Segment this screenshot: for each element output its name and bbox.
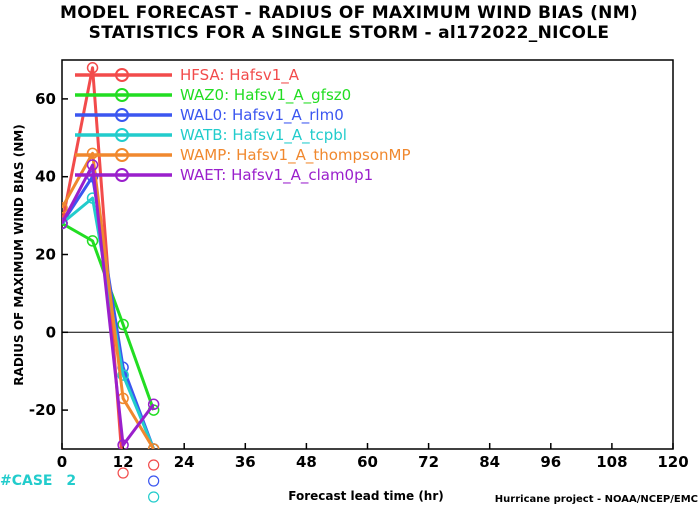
credit-text: Hurricane project - NOAA/NCEP/EMC (495, 494, 698, 505)
legend-item-waz0: WAZ0: Hafsv1_A_gfsz0 (75, 86, 351, 105)
case-marker (148, 459, 160, 471)
case-count-value: 2 (66, 473, 76, 489)
x-tick-label: 120 (657, 453, 688, 471)
x-tick-label: 72 (418, 453, 439, 471)
legend-item-waet: WAET: Hafsv1_A_clam0p1 (75, 166, 373, 185)
chart-title: MODEL FORECAST - RADIUS OF MAXIMUM WIND … (60, 3, 638, 23)
x-tick-label: 24 (174, 453, 195, 471)
x-tick-label: 36 (235, 453, 256, 471)
data-point (86, 62, 99, 74)
data-point (86, 159, 99, 171)
x-tick-label: 48 (296, 453, 317, 471)
legend-label: WAET: Hafsv1_A_clam0p1 (180, 166, 373, 185)
x-tick-label: 108 (596, 453, 627, 471)
data-point (117, 369, 129, 381)
legend-swatch-marker (115, 88, 129, 102)
x-tick-label: 84 (479, 453, 500, 471)
legend-label: WAMP: Hafsv1_A_thompsonMP (180, 146, 411, 165)
legend-item-hfsa: HFSA: Hafsv1_A (75, 66, 300, 85)
data-point (117, 439, 129, 449)
legend-item-wal0: WAL0: Hafsv1_A_rlm0 (75, 106, 344, 125)
legend-label: WATB: Hafsv1_A_tcpbl (180, 126, 347, 145)
legend-swatch-marker (115, 128, 129, 142)
legend-swatch-marker (115, 148, 129, 162)
series-waet (62, 159, 160, 449)
x-axis-label: Forecast lead time (hr) (288, 489, 444, 503)
y-tick-label: 40 (35, 168, 56, 186)
legend-label: WAZ0: Hafsv1_A_gfsz0 (180, 86, 351, 105)
case-marker (148, 491, 160, 503)
y-tick-label: 60 (35, 90, 56, 108)
legend-item-watb: WATB: Hafsv1_A_tcpbl (75, 126, 347, 145)
legend-swatch-marker (115, 68, 129, 82)
data-point (147, 443, 160, 449)
y-tick-label: 0 (46, 323, 56, 341)
data-point (117, 318, 129, 331)
y-axis-label: RADIUS OF MAXIMUM WIND BIAS (NM) (12, 124, 26, 385)
plot-frame (61, 59, 674, 450)
series-line (62, 163, 155, 447)
data-point (62, 202, 68, 214)
data-point (147, 398, 160, 411)
y-tick-label: -20 (29, 401, 56, 419)
data-point (86, 235, 99, 247)
legend-swatch-marker (115, 108, 129, 122)
chart-subtitle: STATISTICS FOR A SINGLE STORM - al172022… (89, 23, 610, 43)
case-count-label: #CASE 2 (0, 473, 76, 489)
case-marker (148, 475, 160, 487)
case-label-text: #CASE (0, 473, 53, 489)
x-tick-label: 96 (540, 453, 561, 471)
data-point (62, 217, 68, 230)
case-marker (117, 467, 129, 479)
legend-item-wamp: WAMP: Hafsv1_A_thompsonMP (75, 146, 411, 165)
legend-label: WAL0: Hafsv1_A_rlm0 (180, 106, 344, 125)
x-tick-label: 12 (113, 453, 134, 471)
legend-label: HFSA: Hafsv1_A (180, 66, 300, 85)
x-tick-label: 0 (57, 453, 67, 471)
y-tick-label: 20 (35, 246, 56, 264)
x-tick-label: 60 (357, 453, 378, 471)
legend-swatch-marker (115, 168, 129, 182)
